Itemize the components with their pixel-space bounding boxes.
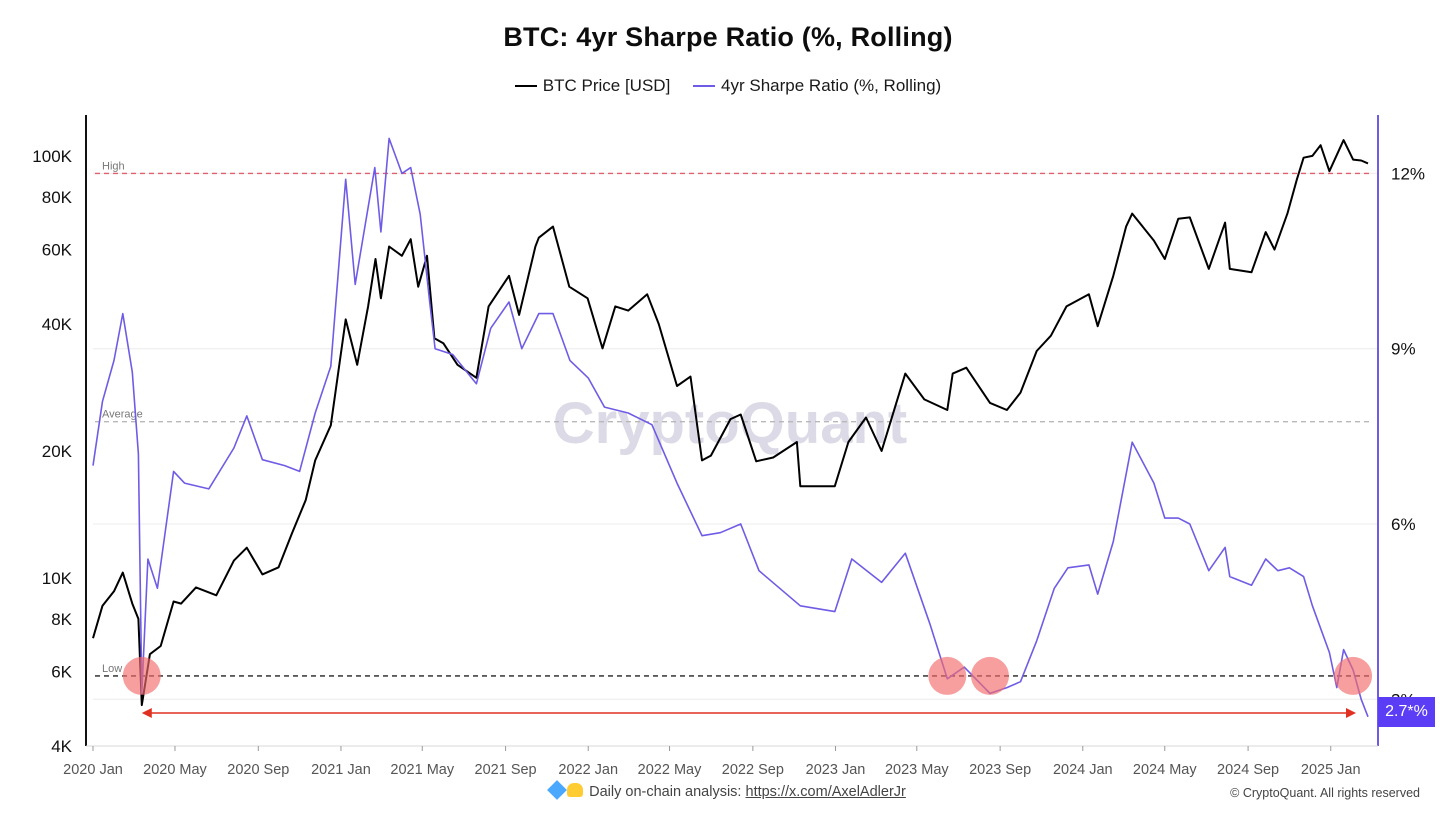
y-left-tick-label: 100K bbox=[32, 147, 72, 166]
y-left-tick-label: 20K bbox=[42, 442, 73, 461]
legend-label-btc-price: BTC Price [USD] bbox=[542, 76, 671, 95]
legend-swatch-sharpe-ratio bbox=[693, 85, 716, 87]
y-right-tick-label: 9% bbox=[1391, 340, 1416, 359]
x-tick-label: 2021 May bbox=[390, 762, 454, 778]
chart-legend: BTC Price [USD] 4yr Sharpe Ratio (%, Rol… bbox=[0, 72, 1456, 96]
reference-label-low: Low bbox=[102, 663, 122, 675]
low-highlight-marker bbox=[970, 656, 1009, 695]
y-right-tick-label: 12% bbox=[1391, 164, 1425, 183]
x-tick-label: 2020 May bbox=[143, 762, 207, 778]
copyright: © CryptoQuant. All rights reserved bbox=[1230, 786, 1420, 800]
y-left-tick-label: 4K bbox=[51, 737, 72, 756]
raised-hands-icon bbox=[567, 783, 584, 797]
legend-swatch-btc-price bbox=[514, 85, 537, 87]
footer: Daily on-chain analysis: https://x.com/A… bbox=[0, 780, 1456, 800]
y-left-tick-label: 40K bbox=[42, 315, 73, 334]
x-tick-label: 2024 May bbox=[1133, 762, 1197, 778]
y-right-tick-label: 6% bbox=[1391, 515, 1416, 534]
x-tick-label: 2023 Sep bbox=[969, 762, 1031, 778]
x-tick-label: 2023 Jan bbox=[806, 762, 866, 778]
x-tick-label: 2022 Sep bbox=[722, 762, 784, 778]
x-tick-label: 2020 Sep bbox=[227, 762, 289, 778]
footer-text: Daily on-chain analysis: bbox=[589, 784, 746, 800]
y-left-tick-label: 8K bbox=[51, 610, 72, 629]
x-tick-label: 2021 Jan bbox=[311, 762, 371, 778]
watermark: CryptoQuant bbox=[553, 391, 907, 456]
footer-link[interactable]: https://x.com/AxelAdlerJr bbox=[745, 784, 906, 800]
current-value-badge: 2.7*% bbox=[1378, 697, 1435, 727]
series-line-sharpe-ratio bbox=[92, 137, 1369, 718]
range-arrow-head-right bbox=[1346, 708, 1356, 718]
x-tick-label: 2023 May bbox=[885, 762, 949, 778]
low-highlight-marker bbox=[122, 656, 161, 695]
x-tick-label: 2021 Sep bbox=[475, 762, 537, 778]
x-tick-label: 2020 Jan bbox=[63, 762, 123, 778]
y-left-tick-label: 6K bbox=[51, 663, 72, 682]
chart-title: BTC: 4yr Sharpe Ratio (%, Rolling) bbox=[503, 22, 953, 52]
legend-item-btc-price[interactable]: BTC Price [USD] bbox=[514, 76, 671, 96]
reference-label-high: High bbox=[102, 160, 125, 172]
y-left-tick-label: 80K bbox=[42, 188, 73, 207]
x-tick-label: 2024 Jan bbox=[1053, 762, 1113, 778]
x-tick-label: 2022 Jan bbox=[558, 762, 618, 778]
legend-label-sharpe-ratio: 4yr Sharpe Ratio (%, Rolling) bbox=[721, 76, 942, 95]
reference-label-average: Average bbox=[102, 409, 143, 421]
legend-item-sharpe-ratio[interactable]: 4yr Sharpe Ratio (%, Rolling) bbox=[693, 76, 941, 96]
series-line-btc-price bbox=[92, 139, 1369, 707]
x-tick-label: 2022 May bbox=[638, 762, 702, 778]
y-left-tick-label: 10K bbox=[42, 569, 73, 588]
range-arrow-head-left bbox=[141, 708, 152, 718]
y-left-tick-label: 60K bbox=[42, 241, 73, 260]
x-tick-label: 2024 Sep bbox=[1217, 762, 1279, 778]
gem-icon bbox=[547, 780, 568, 800]
low-highlight-marker bbox=[1334, 656, 1373, 695]
x-tick-label: 2025 Jan bbox=[1301, 762, 1361, 778]
low-highlight-marker bbox=[928, 656, 967, 695]
